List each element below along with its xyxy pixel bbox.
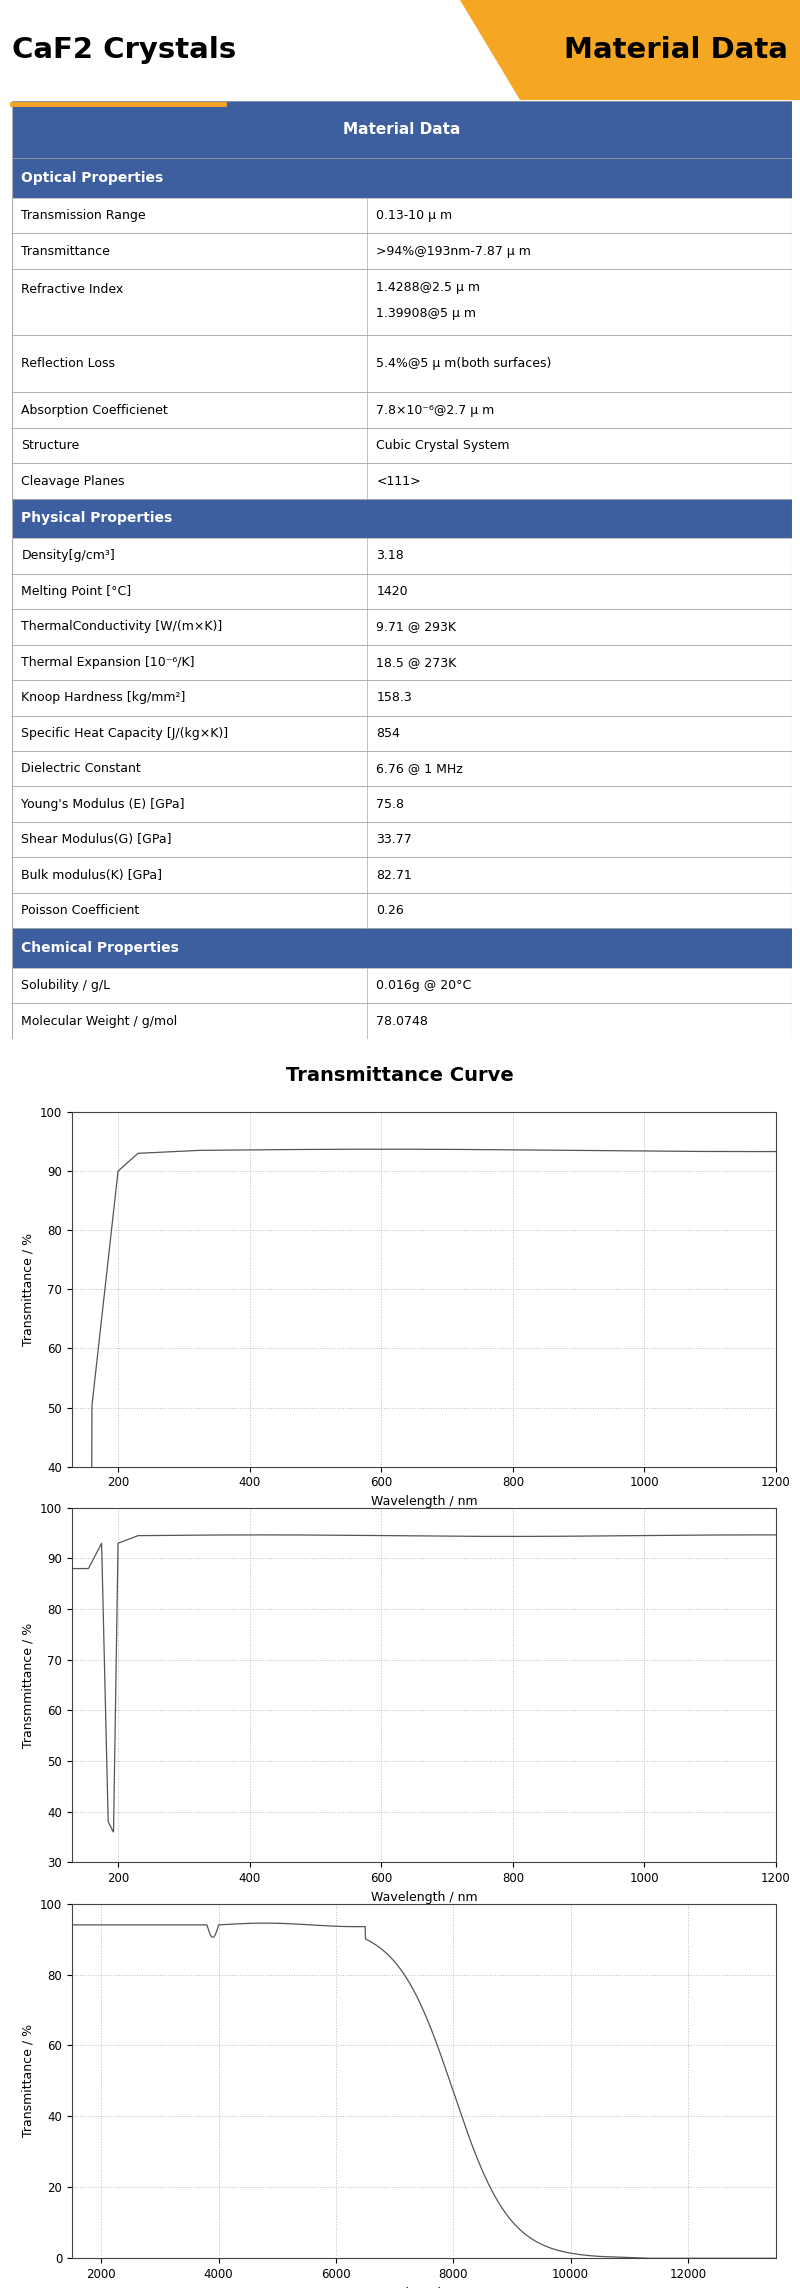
Text: 3.18: 3.18 bbox=[376, 549, 404, 563]
Text: Physical Properties: Physical Properties bbox=[22, 513, 173, 526]
Text: Cubic Crystal System: Cubic Crystal System bbox=[376, 439, 510, 453]
Text: Optical Properties: Optical Properties bbox=[22, 172, 164, 185]
Text: Absorption Coefficienet: Absorption Coefficienet bbox=[22, 403, 168, 416]
FancyBboxPatch shape bbox=[12, 609, 792, 645]
FancyBboxPatch shape bbox=[12, 1002, 792, 1039]
FancyBboxPatch shape bbox=[12, 645, 792, 680]
Text: 854: 854 bbox=[376, 728, 400, 739]
FancyBboxPatch shape bbox=[12, 892, 792, 929]
FancyBboxPatch shape bbox=[12, 158, 792, 197]
Text: 1420: 1420 bbox=[376, 586, 408, 597]
Text: Solubility / g/L: Solubility / g/L bbox=[22, 979, 110, 993]
Text: ThermalConductivity [W/(m×K)]: ThermalConductivity [W/(m×K)] bbox=[22, 620, 222, 634]
Y-axis label: Transmittance / %: Transmittance / % bbox=[22, 1233, 34, 1345]
Text: Reflection Loss: Reflection Loss bbox=[22, 357, 115, 371]
Text: 0.016g @ 20°C: 0.016g @ 20°C bbox=[376, 979, 471, 993]
Text: 158.3: 158.3 bbox=[376, 691, 412, 705]
Text: 78.0748: 78.0748 bbox=[376, 1014, 428, 1027]
Text: Thermal Expansion [10⁻⁶/K]: Thermal Expansion [10⁻⁶/K] bbox=[22, 657, 195, 668]
FancyBboxPatch shape bbox=[12, 929, 792, 968]
FancyBboxPatch shape bbox=[12, 538, 792, 574]
FancyBboxPatch shape bbox=[12, 750, 792, 787]
Text: Knoop Hardness [kg/mm²]: Knoop Hardness [kg/mm²] bbox=[22, 691, 186, 705]
FancyBboxPatch shape bbox=[12, 270, 792, 334]
FancyBboxPatch shape bbox=[12, 574, 792, 609]
Text: 0.26: 0.26 bbox=[376, 904, 404, 917]
Text: Young's Modulus (E) [GPa]: Young's Modulus (E) [GPa] bbox=[22, 799, 185, 810]
Text: 7.8×10⁻⁶@2.7 μ m: 7.8×10⁻⁶@2.7 μ m bbox=[376, 403, 494, 416]
FancyBboxPatch shape bbox=[12, 462, 792, 499]
Text: 9.71 @ 293K: 9.71 @ 293K bbox=[376, 620, 456, 634]
Text: 33.77: 33.77 bbox=[376, 833, 412, 847]
FancyBboxPatch shape bbox=[12, 716, 792, 750]
Text: Transmission Range: Transmission Range bbox=[22, 208, 146, 222]
FancyBboxPatch shape bbox=[12, 787, 792, 821]
FancyBboxPatch shape bbox=[12, 391, 792, 428]
Polygon shape bbox=[460, 0, 800, 98]
Text: Melting Point [°C]: Melting Point [°C] bbox=[22, 586, 131, 597]
Text: Specific Heat Capacity [J/(kg×K)]: Specific Heat Capacity [J/(kg×K)] bbox=[22, 728, 229, 739]
FancyBboxPatch shape bbox=[12, 968, 792, 1002]
Text: >94%@193nm-7.87 μ m: >94%@193nm-7.87 μ m bbox=[376, 245, 531, 259]
Text: Density[g/cm³]: Density[g/cm³] bbox=[22, 549, 115, 563]
Text: 6.76 @ 1 MHz: 6.76 @ 1 MHz bbox=[376, 762, 463, 776]
Text: Shear Modulus(G) [GPa]: Shear Modulus(G) [GPa] bbox=[22, 833, 172, 847]
Text: 1.4288@2.5 μ m: 1.4288@2.5 μ m bbox=[376, 281, 480, 293]
FancyBboxPatch shape bbox=[12, 233, 792, 270]
Y-axis label: Transmmittance / %: Transmmittance / % bbox=[22, 1622, 34, 1748]
Y-axis label: Transmittance / %: Transmittance / % bbox=[22, 2025, 34, 2137]
X-axis label: Wavelength / nm: Wavelength / nm bbox=[370, 1890, 478, 1904]
Text: Material Data: Material Data bbox=[343, 121, 461, 137]
FancyBboxPatch shape bbox=[12, 680, 792, 716]
Text: 1.39908@5 μ m: 1.39908@5 μ m bbox=[376, 307, 476, 320]
Text: Structure: Structure bbox=[22, 439, 80, 453]
Text: Chemical Properties: Chemical Properties bbox=[22, 940, 179, 954]
Text: <111>: <111> bbox=[376, 474, 421, 487]
Text: Transmittance: Transmittance bbox=[22, 245, 110, 259]
FancyBboxPatch shape bbox=[12, 858, 792, 892]
Text: Cleavage Planes: Cleavage Planes bbox=[22, 474, 125, 487]
Text: CaF2 Crystals: CaF2 Crystals bbox=[12, 37, 236, 64]
Text: 0.13-10 μ m: 0.13-10 μ m bbox=[376, 208, 452, 222]
Text: Molecular Weight / g/mol: Molecular Weight / g/mol bbox=[22, 1014, 178, 1027]
Text: Refractive Index: Refractive Index bbox=[22, 284, 124, 297]
Text: 5.4%@5 μ m(both surfaces): 5.4%@5 μ m(both surfaces) bbox=[376, 357, 552, 371]
Text: Bulk modulus(K) [GPa]: Bulk modulus(K) [GPa] bbox=[22, 869, 162, 881]
X-axis label: Wavelength / nm: Wavelength / nm bbox=[370, 1494, 478, 1508]
Text: 82.71: 82.71 bbox=[376, 869, 412, 881]
Text: 75.8: 75.8 bbox=[376, 799, 404, 810]
FancyBboxPatch shape bbox=[12, 197, 792, 233]
Text: Material Data: Material Data bbox=[564, 37, 788, 64]
FancyBboxPatch shape bbox=[12, 821, 792, 858]
Text: 18.5 @ 273K: 18.5 @ 273K bbox=[376, 657, 457, 668]
FancyBboxPatch shape bbox=[12, 428, 792, 462]
Text: Transmittance Curve: Transmittance Curve bbox=[286, 1066, 514, 1085]
Text: Poisson Coefficient: Poisson Coefficient bbox=[22, 904, 140, 917]
FancyBboxPatch shape bbox=[12, 101, 792, 158]
FancyBboxPatch shape bbox=[12, 499, 792, 538]
FancyBboxPatch shape bbox=[12, 334, 792, 391]
Text: Dielectric Constant: Dielectric Constant bbox=[22, 762, 141, 776]
